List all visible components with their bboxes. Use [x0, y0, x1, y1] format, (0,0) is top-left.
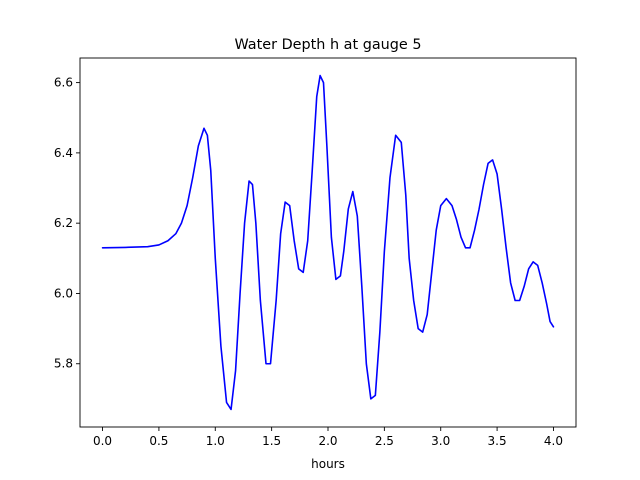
x-tick-label: 3.5 — [488, 434, 507, 448]
x-tick-label: 1.5 — [262, 434, 281, 448]
y-tick-label: 6.6 — [54, 76, 73, 90]
x-tick-label: 3.0 — [431, 434, 450, 448]
x-tick-label: 2.5 — [375, 434, 394, 448]
x-tick-label: 1.0 — [206, 434, 225, 448]
x-tick-label: 0.0 — [93, 434, 112, 448]
x-axis-label: hours — [311, 457, 345, 471]
y-tick-label: 6.0 — [54, 286, 73, 300]
x-tick-label: 2.0 — [318, 434, 337, 448]
x-tick-label: 4.0 — [544, 434, 563, 448]
x-tick-label: 0.5 — [149, 434, 168, 448]
series-line-0 — [101, 74, 555, 411]
y-tick-label: 6.2 — [54, 216, 73, 230]
y-tick-label: 6.4 — [54, 146, 73, 160]
y-tick-label: 5.8 — [54, 357, 73, 371]
chart-title: Water Depth h at gauge 5 — [234, 37, 421, 53]
